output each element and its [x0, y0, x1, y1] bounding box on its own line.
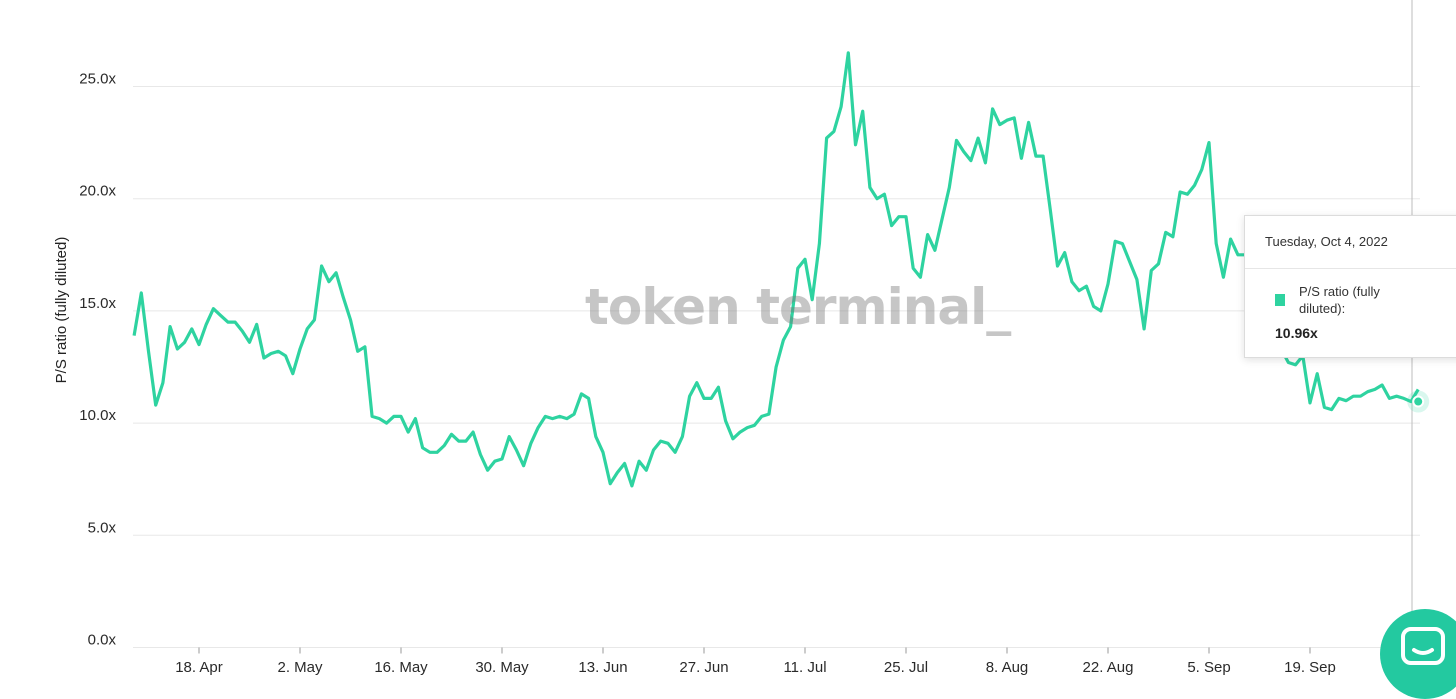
- x-tick-label: 22. Aug: [1083, 659, 1134, 676]
- chat-bubble-icon: [1401, 627, 1445, 665]
- x-tick-label: 19. Sep: [1284, 659, 1336, 676]
- x-tick-label: 16. May: [374, 659, 428, 676]
- y-tick-label: 25.0x: [79, 71, 116, 88]
- watermark: token terminal_: [585, 278, 1011, 336]
- x-tick-label: 11. Jul: [783, 659, 826, 676]
- x-tick-label: 25. Jul: [884, 659, 928, 676]
- x-tick-label: 18. Apr: [175, 659, 223, 676]
- y-tick-label: 10.0x: [79, 407, 116, 424]
- y-axis-label: P/S ratio (fully diluted): [53, 237, 70, 384]
- x-axis-ticks: 18. Apr 2. May 16. May 30. May 13. Jun 27. Ju…: [175, 647, 1417, 676]
- y-tick-label: 15.0x: [79, 295, 116, 312]
- x-tick-label: 8. Aug: [986, 659, 1029, 676]
- x-tick-label: 13. Jun: [578, 659, 627, 676]
- tooltip-date: Tuesday, Oct 4, 2022: [1265, 234, 1388, 249]
- chart-tooltip: Tuesday, Oct 4, 2022 P/S ratio (fully di…: [1244, 215, 1456, 358]
- tooltip-value: 10.96x: [1275, 325, 1318, 341]
- series-line-ps-ratio: [132, 51, 1420, 488]
- y-tick-label: 5.0x: [88, 519, 117, 536]
- y-tick-label: 20.0x: [79, 183, 116, 200]
- tooltip-divider: [1245, 268, 1456, 269]
- y-axis-ticks: 0.0x 5.0x 10.0x 15.0x 20.0x 25.0x: [79, 71, 116, 649]
- x-tick-label: 27. Jun: [679, 659, 728, 676]
- tooltip-series-swatch: [1275, 294, 1285, 306]
- x-tick-label: 30. May: [475, 659, 529, 676]
- y-tick-label: 0.0x: [88, 632, 117, 649]
- x-tick-label: 5. Sep: [1187, 659, 1230, 676]
- hover-point[interactable]: [1412, 395, 1425, 408]
- tooltip-series-label: P/S ratio (fully diluted):: [1299, 284, 1380, 316]
- x-tick-label: 2. May: [277, 659, 323, 676]
